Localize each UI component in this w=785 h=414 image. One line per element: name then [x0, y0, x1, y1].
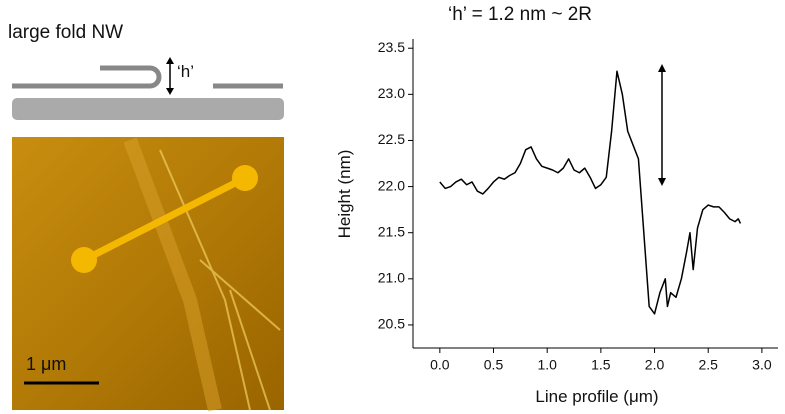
x-tick-label: 1.0	[537, 357, 557, 373]
y-tick-label: 22.5	[378, 131, 405, 147]
scale-label: 1 μm	[26, 354, 66, 374]
y-tick-label: 22.0	[378, 177, 405, 193]
x-tick-label: 2.5	[698, 357, 718, 373]
chart-title: ‘h’ = 1.2 nm ~ 2R	[448, 4, 592, 25]
height-arrow	[166, 57, 174, 95]
x-tick-label: 3.0	[752, 357, 772, 373]
afm-image	[12, 137, 284, 412]
x-tick-label: 1.5	[591, 357, 611, 373]
x-tick-label: 0.0	[430, 357, 450, 373]
schematic	[12, 65, 284, 120]
x-tick-label: 0.5	[484, 357, 504, 373]
height-label: ‘h’	[177, 62, 194, 81]
x-axis-label: Line profile (μm)	[535, 387, 658, 406]
profile-line	[439, 70, 742, 315]
y-axis-label: Height (nm)	[335, 150, 354, 239]
annotation-arrow	[658, 64, 666, 186]
schematic-label: large fold NW	[8, 22, 123, 43]
x-tick-label: 2.0	[645, 357, 665, 373]
y-tick-label: 23.0	[378, 85, 405, 101]
y-tick-label: 21.0	[378, 270, 405, 286]
y-tick-label: 23.5	[378, 39, 405, 55]
y-tick-label: 21.5	[378, 223, 405, 239]
y-tick-label: 20.5	[378, 316, 405, 332]
